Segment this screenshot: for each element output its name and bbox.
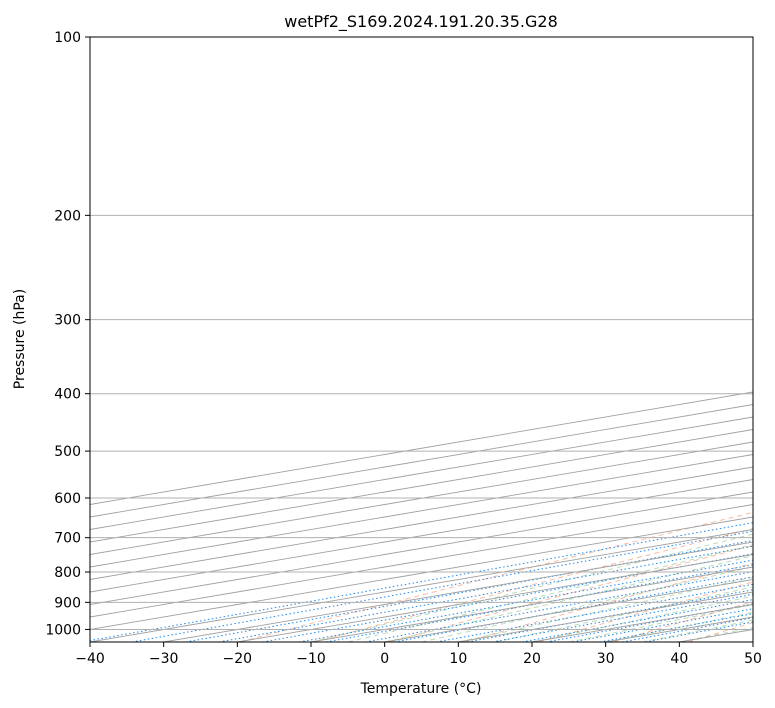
mixing-ratio-line (622, 617, 753, 642)
isotherm-line (310, 566, 753, 642)
y-tick-label: 700 (54, 531, 81, 547)
plot-frame (89, 36, 754, 643)
y-tick-label: 1000 (45, 622, 81, 638)
grid-lines (90, 37, 753, 642)
dry-adiabat-line (538, 581, 753, 642)
moist-adiabat-line (347, 544, 753, 642)
y-tick-label: 100 (54, 30, 81, 46)
y-tick-label: 500 (54, 444, 81, 460)
isotherm-line (90, 479, 753, 593)
isotherm-line (752, 641, 753, 642)
isotherm-line (90, 454, 753, 568)
isotherm-line (90, 441, 753, 555)
dry-adiabat-line (763, 37, 775, 642)
mixing-ratio-line (492, 593, 753, 642)
isotherm-line (531, 604, 753, 642)
isotherm-line (90, 466, 753, 580)
isotherm-line (90, 416, 753, 530)
isotherm-line (90, 491, 753, 605)
y-tick-label: 800 (54, 565, 81, 581)
moist-adiabat-line (495, 586, 753, 642)
x-axis: −40 −30 −20 −10 0 10 20 30 40 50 (75, 642, 762, 667)
mixing-ratio-line (572, 608, 753, 642)
x-tick-label: 50 (744, 651, 762, 667)
background-lines (90, 37, 775, 642)
isotherm-line (90, 429, 753, 543)
moist-adiabat-line (642, 619, 753, 642)
x-tick-label: 0 (380, 651, 389, 667)
isotherm-line (90, 529, 753, 642)
y-axis-label: Pressure (hPa) (12, 289, 28, 389)
moist-adiabat-line (568, 604, 753, 642)
mixing-ratio-line (326, 564, 753, 642)
x-tick-label: −30 (149, 651, 179, 667)
y-axis: 100 200 300 400 500 600 700 800 900 1000 (45, 30, 90, 638)
isotherm-line (384, 579, 753, 642)
isotherm-line (90, 391, 753, 505)
mixing-ratio-line (599, 613, 753, 642)
x-tick-label: −40 (75, 651, 105, 667)
mixing-ratio-line (131, 530, 753, 642)
y-tick-label: 400 (54, 387, 81, 403)
isotherm-line (90, 504, 753, 618)
moist-adiabat-line (421, 566, 753, 642)
mixing-ratio-line (185, 539, 753, 642)
isotherm-line (90, 516, 753, 630)
x-axis-label: Temperature (°C) (360, 681, 482, 697)
x-tick-label: −20 (223, 651, 253, 667)
mixing-ratio-line (522, 599, 753, 642)
chart-title: wetPf2_S169.2024.191.20.35.G28 (284, 12, 558, 32)
y-tick-label: 600 (54, 491, 81, 507)
dry-adiabat-line (314, 528, 753, 642)
y-tick-label: 900 (54, 595, 81, 611)
mixing-ratio-line (218, 545, 753, 642)
mixing-ratio-line (365, 571, 753, 642)
x-tick-label: 20 (523, 651, 541, 667)
dry-adiabat-line (389, 544, 753, 642)
x-tick-label: 40 (670, 651, 688, 667)
x-tick-label: 10 (449, 651, 467, 667)
moist-adiabat-line (531, 595, 753, 642)
x-tick-label: 30 (597, 651, 615, 667)
y-tick-label: 200 (54, 208, 81, 224)
y-tick-label: 300 (54, 313, 81, 329)
isotherm-line (90, 404, 753, 518)
mixing-ratio-line (299, 559, 753, 642)
plot-area: -100-90-80-70-60-50-40-30-20-100.10.20.4… (90, 37, 775, 642)
moist-adiabat-line (310, 533, 753, 642)
x-tick-label: −10 (296, 651, 326, 667)
moist-adiabat-line (384, 555, 753, 642)
